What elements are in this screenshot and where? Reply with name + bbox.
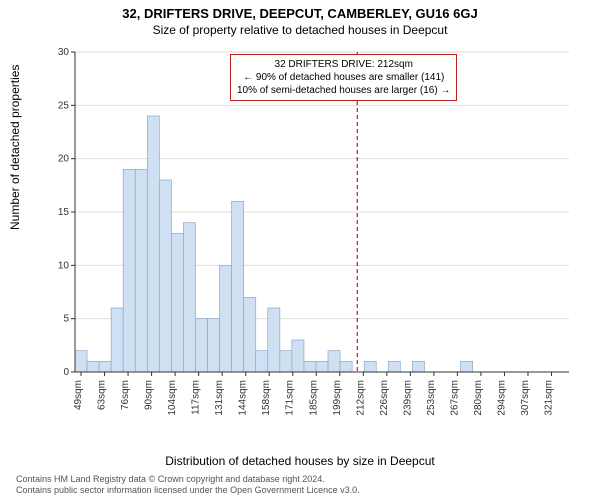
svg-text:212sqm: 212sqm [355, 380, 366, 416]
svg-text:76sqm: 76sqm [120, 380, 131, 410]
svg-text:158sqm: 158sqm [261, 380, 272, 416]
svg-text:0: 0 [63, 367, 69, 378]
histogram-svg: 0 5 10 15 20 25 30 49sqm 63sqm 76sqm 90sqm 104sqm 11… [55, 48, 575, 418]
chart-container: 32, DRIFTERS DRIVE, DEEPCUT, CAMBERLEY, … [0, 0, 600, 500]
svg-text:20: 20 [58, 154, 70, 165]
svg-text:30: 30 [58, 48, 70, 58]
svg-text:226sqm: 226sqm [379, 380, 390, 416]
svg-text:131sqm: 131sqm [214, 380, 225, 416]
y-axis-label: Number of detached properties [8, 65, 22, 230]
svg-text:239sqm: 239sqm [402, 380, 413, 416]
svg-text:307sqm: 307sqm [520, 380, 531, 416]
svg-text:294sqm: 294sqm [496, 380, 507, 416]
svg-text:90sqm: 90sqm [144, 380, 155, 410]
chart-plot-area: 0 5 10 15 20 25 30 49sqm 63sqm 76sqm 90sqm 104sqm 11… [55, 48, 575, 418]
callout-line: 32 DRIFTERS DRIVE: 212sqm [237, 58, 450, 71]
svg-text:104sqm: 104sqm [167, 380, 178, 416]
svg-text:171sqm: 171sqm [285, 380, 296, 416]
svg-text:5: 5 [63, 314, 69, 325]
chart-title: 32, DRIFTERS DRIVE, DEEPCUT, CAMBERLEY, … [0, 0, 600, 21]
svg-text:10: 10 [58, 260, 70, 271]
callout-line: 10% of semi-detached houses are larger (… [237, 84, 450, 97]
x-axis-label: Distribution of detached houses by size … [0, 454, 600, 468]
svg-text:253sqm: 253sqm [426, 380, 437, 416]
svg-text:25: 25 [58, 100, 70, 111]
svg-text:321sqm: 321sqm [544, 380, 555, 416]
marker-callout: 32 DRIFTERS DRIVE: 212sqm ← 90% of detac… [230, 54, 457, 101]
svg-text:185sqm: 185sqm [308, 380, 319, 416]
chart-subtitle: Size of property relative to detached ho… [0, 21, 600, 37]
svg-text:117sqm: 117sqm [191, 380, 202, 415]
callout-line: ← 90% of detached houses are smaller (14… [237, 71, 450, 84]
svg-text:63sqm: 63sqm [97, 380, 108, 410]
svg-text:144sqm: 144sqm [238, 380, 249, 416]
svg-text:199sqm: 199sqm [332, 380, 343, 416]
svg-text:49sqm: 49sqm [73, 380, 84, 410]
footer-attribution: Contains HM Land Registry data © Crown c… [16, 474, 360, 497]
footer-line: Contains HM Land Registry data © Crown c… [16, 474, 360, 485]
svg-text:280sqm: 280sqm [473, 380, 484, 416]
footer-line: Contains public sector information licen… [16, 485, 360, 496]
svg-text:15: 15 [58, 207, 70, 218]
svg-text:267sqm: 267sqm [449, 380, 460, 416]
